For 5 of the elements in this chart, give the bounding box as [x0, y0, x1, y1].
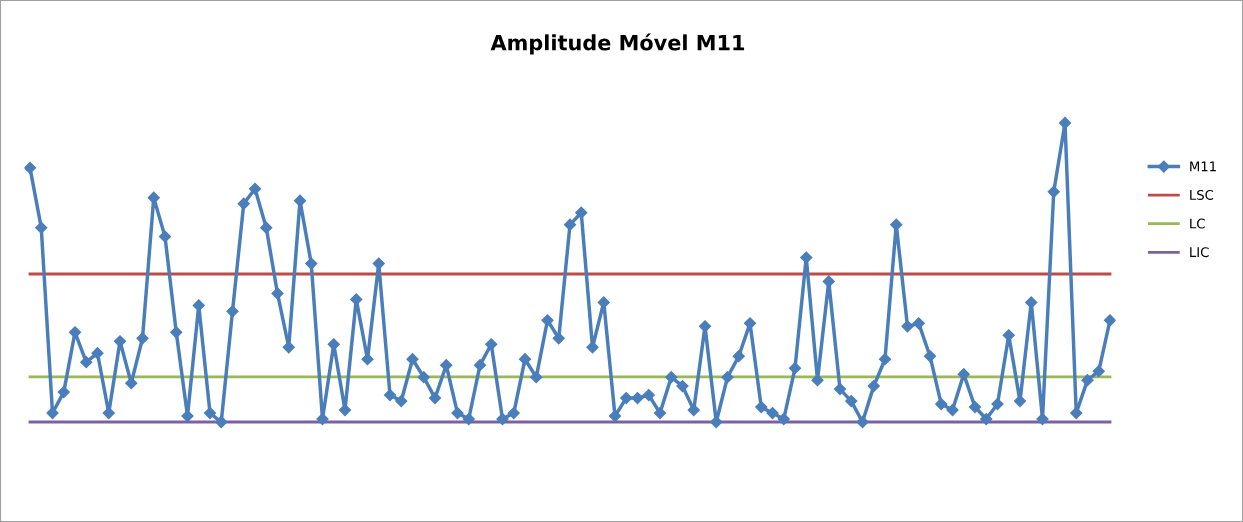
legend-label: LIC	[1190, 247, 1209, 258]
legend-label: M11	[1190, 161, 1216, 172]
legend-label: LSC	[1190, 189, 1214, 200]
chart-title: Amplitude Móvel M11	[490, 33, 745, 55]
legend-label: LC	[1190, 218, 1205, 229]
